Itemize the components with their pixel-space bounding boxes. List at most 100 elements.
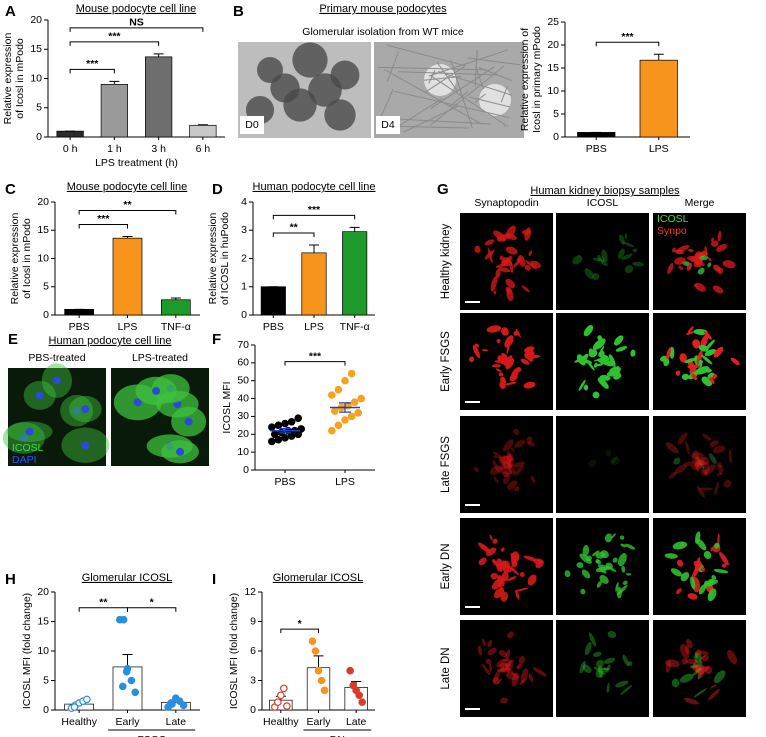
stain bbox=[712, 445, 726, 454]
significance-bracket bbox=[69, 68, 115, 74]
error-bar bbox=[313, 655, 324, 668]
stain bbox=[474, 343, 479, 348]
stain bbox=[576, 562, 584, 569]
stain bbox=[615, 582, 619, 592]
stain bbox=[582, 664, 592, 673]
significance-bracket bbox=[284, 361, 346, 366]
stain bbox=[679, 353, 687, 363]
stain bbox=[683, 461, 696, 467]
y-tick-label: 20 bbox=[237, 428, 249, 440]
stain bbox=[723, 479, 731, 488]
stain bbox=[597, 667, 610, 671]
stain bbox=[500, 547, 505, 552]
stain bbox=[691, 452, 705, 459]
stain bbox=[595, 659, 605, 668]
stain bbox=[694, 456, 700, 472]
data-point bbox=[308, 637, 317, 645]
stain bbox=[697, 460, 705, 465]
stain bbox=[583, 325, 594, 337]
stain bbox=[489, 534, 493, 541]
row-label: Healthy kidney bbox=[440, 224, 452, 300]
stain bbox=[716, 472, 722, 476]
y-tick-label: 15 bbox=[30, 43, 42, 55]
stain bbox=[716, 243, 728, 252]
y-tick-label: 30 bbox=[237, 410, 249, 422]
x-tick-label: 0 h bbox=[63, 143, 78, 155]
stain bbox=[492, 455, 509, 459]
cell-streak bbox=[429, 74, 509, 128]
stain bbox=[524, 264, 531, 271]
stain bbox=[516, 257, 522, 262]
stain bbox=[697, 460, 702, 469]
stain bbox=[695, 664, 703, 672]
stain bbox=[498, 466, 505, 470]
stain bbox=[498, 372, 504, 377]
significance-bracket bbox=[69, 41, 160, 46]
y-tick-label: 3 bbox=[241, 224, 247, 236]
stain bbox=[502, 439, 514, 452]
significance-label: ** bbox=[123, 199, 132, 211]
y-tick-label: 5 bbox=[43, 674, 49, 686]
stain bbox=[481, 663, 491, 676]
stain bbox=[582, 544, 590, 557]
stain bbox=[518, 655, 525, 665]
y-tick-label: 10 bbox=[547, 85, 559, 97]
significance-bracket bbox=[78, 209, 177, 215]
stain bbox=[680, 643, 690, 659]
group-label: DN bbox=[330, 734, 345, 737]
stain bbox=[700, 469, 707, 476]
stain bbox=[601, 249, 608, 262]
y-tick-label: 5 bbox=[553, 108, 559, 120]
tile-label: D0 bbox=[245, 119, 259, 131]
y-tick-label: 20 bbox=[37, 586, 49, 598]
stain bbox=[697, 665, 710, 675]
chart-title: Glomerular ICOSL bbox=[273, 572, 363, 584]
stain bbox=[510, 367, 520, 380]
stain bbox=[617, 553, 627, 567]
stain bbox=[481, 638, 486, 647]
stain bbox=[493, 290, 497, 295]
stain bbox=[713, 264, 721, 272]
stain bbox=[478, 542, 491, 553]
y-axis-label: of ICOSL in huPodo bbox=[219, 212, 231, 305]
stain bbox=[693, 560, 702, 569]
stain bbox=[693, 660, 699, 667]
stain bbox=[530, 260, 541, 269]
stain bbox=[703, 550, 712, 560]
error-bar bbox=[653, 53, 664, 61]
stain bbox=[692, 339, 701, 349]
stain bbox=[496, 659, 506, 668]
stain bbox=[514, 587, 528, 592]
stain bbox=[618, 248, 625, 259]
stain bbox=[697, 457, 710, 466]
stain bbox=[507, 660, 514, 671]
stain bbox=[499, 381, 506, 389]
stain bbox=[704, 349, 717, 357]
cell-streak bbox=[474, 93, 486, 103]
stain bbox=[613, 335, 624, 346]
stain bbox=[704, 245, 708, 257]
stain bbox=[600, 260, 608, 267]
stain bbox=[505, 278, 516, 289]
stain bbox=[686, 262, 693, 271]
stain bbox=[504, 335, 514, 348]
stain bbox=[632, 261, 644, 267]
stain bbox=[671, 678, 680, 688]
stain bbox=[514, 486, 520, 492]
biopsy-image bbox=[653, 416, 746, 513]
stain bbox=[695, 366, 710, 375]
x-tick-label: Early bbox=[116, 716, 141, 728]
x-tick-label: 6 h bbox=[196, 143, 211, 155]
stain bbox=[498, 267, 511, 273]
stain bbox=[576, 354, 586, 366]
data-point bbox=[347, 369, 356, 378]
stain bbox=[492, 538, 498, 544]
y-tick-label: 70 bbox=[237, 339, 249, 351]
biopsy-image bbox=[556, 213, 649, 310]
stain bbox=[501, 327, 509, 336]
stain bbox=[513, 428, 519, 435]
stain bbox=[515, 328, 521, 338]
y-tick-label: 20 bbox=[37, 196, 49, 208]
stain bbox=[673, 457, 681, 465]
y-axis-label: ICOSL MFI (fold change) bbox=[21, 593, 33, 709]
